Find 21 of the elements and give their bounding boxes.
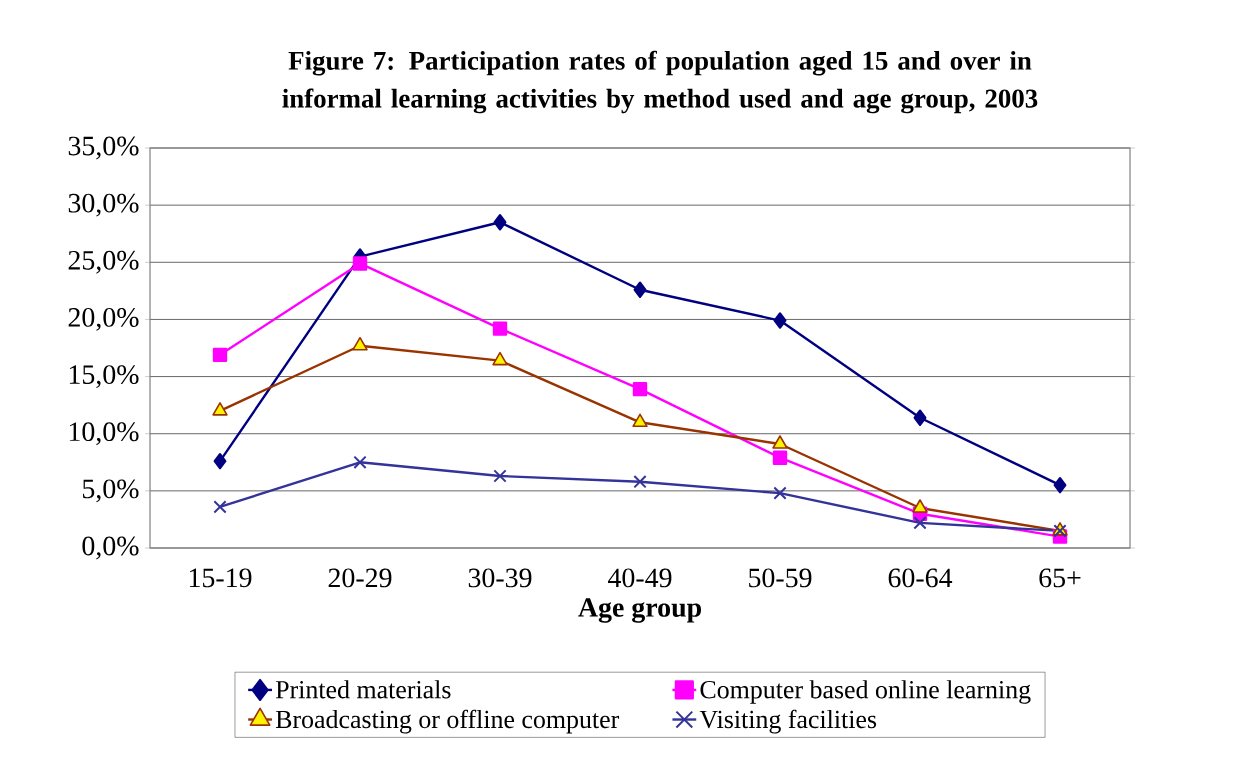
y-tick-label: 0,0% xyxy=(82,536,139,560)
y-tick-label: 30,0% xyxy=(68,193,139,217)
x-tick-label: 15-19 xyxy=(189,568,252,588)
legend-label: Visiting facilities xyxy=(699,709,877,734)
legend-label: Computer based online learning xyxy=(700,680,1031,704)
y-tick-label: 5,0% xyxy=(83,479,139,503)
y-tick-label: 15,0% xyxy=(69,365,139,388)
x-tick-label: 65+ xyxy=(1039,568,1081,588)
x-axis-title: Age group xyxy=(578,598,701,623)
x-tick-label: 40-49 xyxy=(608,568,672,588)
y-tick-label: 35,0% xyxy=(68,136,139,160)
x-tick-label: 30-39 xyxy=(468,568,532,588)
x-tick-label: 60-64 xyxy=(888,568,953,588)
chart-title: Figure 7: Participation rates of population aged 15 and over in informal learning activities by method used and age group, 2003 xyxy=(282,50,1038,114)
y-tick-label: 20,0% xyxy=(68,308,139,331)
legend-label: Broadcasting or offline computer xyxy=(275,709,620,734)
y-tick-label: 10,0% xyxy=(69,422,139,446)
y-tick-label: 25,0% xyxy=(68,250,139,274)
x-tick-label: 50-59 xyxy=(749,568,812,588)
legend-label: Printed materials xyxy=(275,680,451,699)
x-tick-label: 20-29 xyxy=(328,568,392,588)
